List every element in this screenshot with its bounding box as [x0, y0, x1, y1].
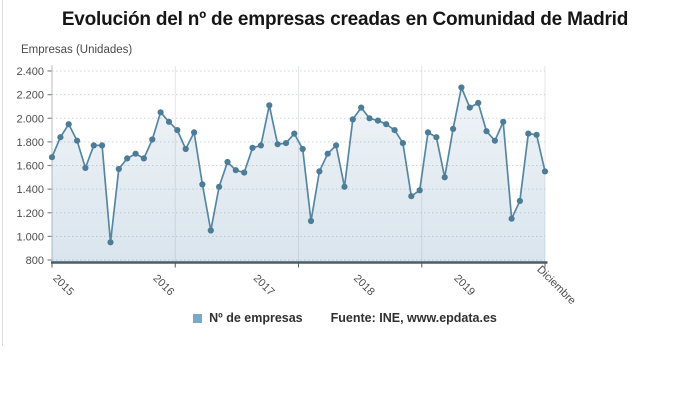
y-tick-label: 2.400: [16, 66, 44, 78]
x-tick-label: 2017: [251, 272, 277, 298]
data-point-marker: [391, 127, 398, 134]
y-tick-label: 2.200: [16, 90, 44, 102]
data-point-marker: [266, 102, 273, 109]
data-point-marker: [174, 127, 181, 134]
data-point-marker: [516, 197, 524, 204]
chart-svg: 800 1.000 1.200 1.400 1.600 1.800 2.000 2.200 2.…: [16, 65, 578, 307]
data-point-marker: [416, 187, 423, 194]
data-point-marker: [333, 142, 340, 149]
data-point-marker: [249, 144, 256, 151]
legend: Nº de empresas Fuente: INE, www.epdata.e…: [0, 311, 690, 325]
data-point-marker: [433, 134, 440, 141]
data-point-marker: [149, 136, 156, 143]
data-point-marker: [450, 125, 457, 132]
x-tick-label: 2016: [151, 272, 177, 298]
data-point-marker: [358, 104, 365, 111]
data-point-marker: [82, 164, 89, 171]
data-point-marker: [399, 140, 406, 147]
y-tick-label: 1.200: [16, 208, 44, 220]
data-point-marker: [349, 116, 356, 123]
data-point-marker: [157, 109, 164, 116]
data-point-marker: [424, 129, 432, 136]
data-point-marker: [500, 118, 507, 125]
data-point-marker: [232, 167, 239, 174]
data-point-marker: [475, 99, 482, 106]
data-point-marker: [466, 104, 473, 111]
data-point-marker: [99, 142, 106, 149]
data-point-marker: [165, 118, 173, 125]
x-tick-label: Diciembre: [534, 264, 577, 307]
data-point-marker: [408, 193, 415, 200]
plot-area: 800 1.000 1.200 1.400 1.600 1.800 2.000 2.200 2.…: [16, 65, 578, 307]
data-point-marker: [541, 168, 549, 175]
data-point-marker: [74, 137, 81, 144]
data-point-marker: [224, 158, 231, 166]
data-point-marker: [282, 140, 290, 147]
data-point-marker: [441, 174, 448, 181]
y-axis-unit-label: Empresas (Unidades): [21, 44, 133, 56]
data-point-marker: [458, 84, 465, 91]
series-color-swatch-icon: [193, 313, 203, 323]
y-tick-label: 1.600: [16, 161, 44, 173]
source-label: Fuente: INE, www.epdata.es: [330, 311, 497, 325]
data-point-marker: [90, 142, 97, 149]
y-tick-label: 800: [26, 255, 44, 267]
data-point-marker: [57, 134, 64, 141]
data-point-marker: [525, 130, 532, 137]
data-point-marker: [483, 128, 490, 135]
data-point-marker: [199, 181, 206, 188]
data-point-marker: [65, 121, 72, 128]
data-point-marker: [241, 169, 248, 176]
data-point-marker: [366, 115, 373, 122]
x-tick-label: 2018: [351, 272, 377, 298]
data-point-marker: [182, 145, 189, 153]
data-point-marker: [316, 168, 323, 175]
y-tick-label: 1.400: [16, 184, 44, 196]
data-point-marker: [299, 145, 306, 153]
data-point-marker: [216, 183, 223, 190]
data-point-marker: [257, 142, 264, 149]
data-point-marker: [533, 131, 540, 138]
data-point-marker: [140, 155, 147, 162]
data-point-marker: [307, 217, 315, 225]
data-point-marker: [508, 215, 515, 222]
data-point-marker: [291, 130, 298, 137]
data-point-marker: [207, 227, 214, 234]
data-point-marker: [324, 150, 331, 157]
legend-item-empresas[interactable]: Nº de empresas: [193, 311, 303, 325]
data-point-marker: [191, 129, 198, 136]
y-tick-label: 2.000: [16, 113, 44, 125]
data-point-marker: [124, 155, 131, 162]
data-point-marker: [383, 121, 390, 128]
data-point-marker: [374, 117, 381, 124]
data-point-marker: [274, 141, 281, 148]
chart-title: Evolución del nº de empresas creadas en …: [61, 9, 629, 30]
data-point-marker: [115, 165, 122, 173]
screenshot-edge-artifact: [2, 0, 3, 346]
x-tick-label: 2019: [451, 272, 477, 298]
x-tick-label: 2015: [50, 272, 76, 298]
horizontal-gridlines: 800 1.000 1.200 1.400 1.600 1.800 2.000 2.200 2.…: [16, 66, 545, 267]
data-point-marker: [48, 154, 56, 161]
y-tick-label: 1.000: [16, 231, 44, 243]
data-point-marker: [132, 150, 139, 157]
data-point-marker: [107, 239, 114, 246]
legend-series-label: Nº de empresas: [209, 311, 303, 325]
x-tick-labels: 2015 2016 2017 2018 2019 Diciembre: [50, 264, 578, 307]
data-point-marker: [341, 183, 348, 190]
series-empresas: [48, 84, 549, 263]
y-tick-label: 1.800: [16, 137, 44, 149]
data-point-marker: [491, 137, 498, 144]
